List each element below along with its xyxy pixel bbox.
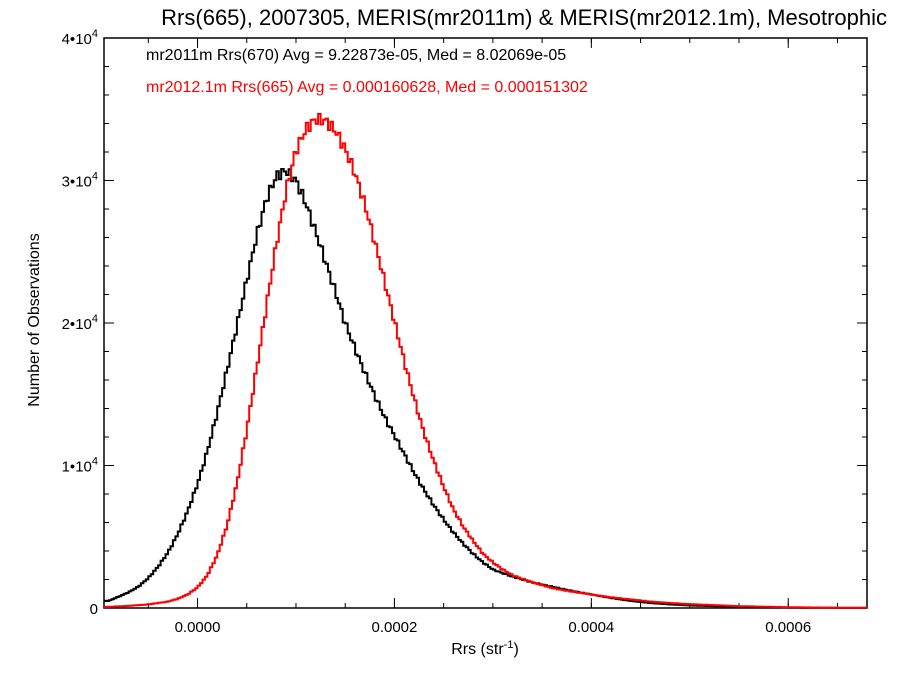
- x-tick-label: 0.0004: [568, 619, 614, 636]
- series-1-histogram-line: [104, 112, 867, 609]
- legend-entry-black: mr2011m Rrs(670) Avg = 9.22873e-05, Med …: [146, 47, 566, 64]
- y-tick-label: 3•104: [62, 171, 98, 191]
- y-axis-title: Number of Observations: [26, 233, 43, 406]
- series-layer: [104, 112, 867, 609]
- x-axis-title-sup: -1: [504, 639, 514, 651]
- x-axis-title: Rrs (str-1): [451, 639, 519, 658]
- plot-frame: [103, 37, 868, 609]
- y-tick-base: 0: [90, 601, 98, 618]
- x-tick-label: 0.0002: [371, 619, 417, 636]
- series-0-histogram-line: [104, 168, 867, 609]
- y-tick-exponent: 4: [92, 313, 98, 325]
- y-tick-exponent: 4: [92, 28, 98, 40]
- y-tick-base: 2•10: [62, 316, 92, 333]
- y-tick-label: 2•104: [62, 313, 98, 333]
- legend-entry-red: mr2012.1m Rrs(665) Avg = 0.000160628, Me…: [146, 79, 588, 96]
- y-tick-exponent: 4: [92, 171, 98, 183]
- x-tick-label: 0.0006: [765, 619, 811, 636]
- y-tick-base: 1•10: [62, 459, 92, 476]
- x-tick-label: 0.0000: [175, 619, 221, 636]
- y-tick-label: 1•104: [62, 456, 98, 476]
- y-tick-exponent: 4: [92, 456, 98, 468]
- axis-ticks: 0.0000 0.0002 0.0004 0.000601•1042•1043•104…: [62, 28, 867, 636]
- x-axis-title-main: Rrs (str: [451, 641, 504, 658]
- y-tick-label: 0: [90, 601, 98, 618]
- y-tick-label: 4•104: [62, 28, 98, 48]
- y-tick-base: 4•10: [62, 31, 92, 48]
- chart-title: Rrs(665), 2007305, MERIS(mr2011m) & MERI…: [161, 5, 887, 30]
- x-axis-title-close: ): [513, 641, 518, 658]
- y-tick-base: 3•10: [62, 174, 92, 191]
